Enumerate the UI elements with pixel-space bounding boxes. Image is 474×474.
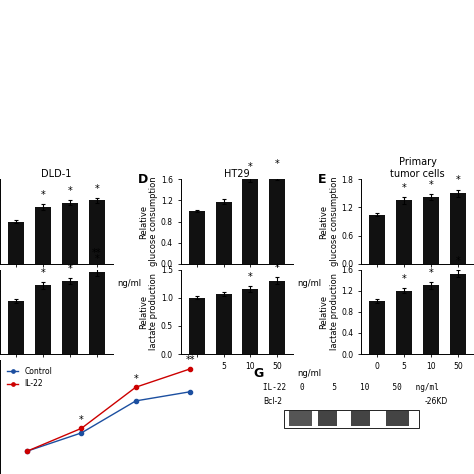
Bar: [89, 201, 105, 264]
Title: Primary
tumor cells: Primary tumor cells: [390, 157, 445, 179]
Bar: [8, 221, 24, 264]
Bar: [8, 301, 24, 354]
Y-axis label: Relative
lactate production: Relative lactate production: [138, 273, 158, 350]
Y-axis label: Relative
lactate production: Relative lactate production: [319, 273, 338, 350]
Text: *: *: [41, 190, 46, 200]
Control: [133, 398, 138, 404]
Bar: [269, 281, 285, 354]
Bar: [35, 285, 51, 354]
Bar: [89, 272, 105, 354]
Text: ng/ml: ng/ml: [117, 279, 141, 288]
Text: *: *: [133, 374, 138, 383]
Text: *: *: [94, 184, 99, 194]
Text: *: *: [41, 268, 46, 278]
Bar: [35, 207, 51, 264]
Bar: [62, 202, 78, 264]
Bar: [242, 289, 258, 354]
Control: [187, 389, 193, 395]
Text: *: *: [402, 183, 407, 193]
Bar: [216, 294, 232, 354]
Text: *: *: [428, 268, 433, 278]
Text: ng/ml: ng/ml: [117, 369, 141, 378]
Bar: [423, 197, 439, 264]
Text: *: *: [456, 175, 460, 185]
Text: *: *: [402, 274, 407, 284]
Text: G: G: [254, 367, 264, 380]
Text: *: *: [428, 180, 433, 190]
Control: [24, 448, 30, 454]
Text: *: *: [67, 186, 72, 196]
Bar: [450, 274, 466, 354]
IL-22: [79, 426, 84, 431]
IL-22: [187, 366, 193, 372]
Text: *: *: [79, 415, 84, 425]
Bar: [450, 193, 466, 264]
Bar: [369, 301, 385, 354]
Line: IL-22: IL-22: [25, 367, 192, 453]
Y-axis label: Relative
glucose consumption: Relative glucose consumption: [319, 177, 338, 266]
Text: *: *: [248, 272, 253, 282]
Bar: [189, 211, 205, 264]
Text: IL-22   0      5     10     50   ng/ml: IL-22 0 5 10 50 ng/ml: [263, 383, 439, 392]
Text: -26KD: -26KD: [424, 397, 447, 406]
Text: **: **: [185, 356, 195, 365]
Title: DLD-1: DLD-1: [41, 169, 72, 179]
Text: *: *: [94, 254, 99, 264]
Y-axis label: Relative
glucose consumption: Relative glucose consumption: [138, 177, 158, 266]
Text: *: *: [248, 163, 253, 173]
Bar: [369, 215, 385, 264]
Text: ng/ml: ng/ml: [298, 279, 321, 288]
Text: **: **: [92, 248, 101, 258]
Control: [79, 430, 84, 436]
Bar: [396, 291, 412, 354]
IL-22: [133, 384, 138, 390]
Text: *: *: [275, 263, 280, 273]
IL-22: [24, 448, 30, 454]
Line: Control: Control: [25, 390, 192, 453]
Text: D: D: [137, 173, 148, 185]
Text: *: *: [67, 264, 72, 274]
Text: ng/ml: ng/ml: [298, 369, 321, 378]
Text: *: *: [456, 256, 460, 266]
Bar: [423, 285, 439, 354]
Text: E: E: [318, 173, 327, 185]
Bar: [62, 281, 78, 354]
Bar: [189, 298, 205, 354]
Legend: Control, IL-22: Control, IL-22: [4, 364, 55, 392]
Title: HT29: HT29: [224, 169, 250, 179]
Text: *: *: [275, 159, 280, 169]
Bar: [216, 201, 232, 264]
Bar: [269, 177, 285, 264]
Bar: [242, 179, 258, 264]
Text: Bcl-2: Bcl-2: [263, 397, 282, 406]
Bar: [396, 201, 412, 264]
